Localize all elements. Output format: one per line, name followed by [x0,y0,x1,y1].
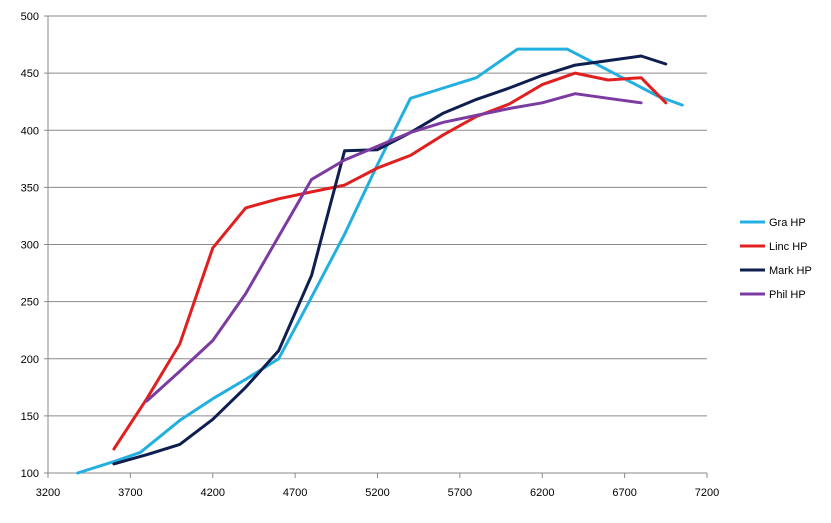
y-tick-label: 250 [21,297,39,309]
y-tick-label: 300 [21,240,39,252]
legend-label: Gra HP [769,217,806,229]
legend-item: Linc HP [740,241,808,253]
x-tick-label: 7200 [695,487,719,499]
legend-item: Gra HP [740,217,806,229]
y-tick-label: 350 [21,182,39,194]
series-phil-hp [147,94,641,401]
series-mark-hp [114,56,666,464]
x-tick-label: 5700 [448,487,472,499]
y-tick-label: 200 [21,354,39,366]
y-tick-label: 100 [21,468,39,480]
series-line-mark-hp [114,56,666,464]
legend-item: Mark HP [740,265,812,277]
axes: 100 150 200 250 300 350 400 450 500 3200 3700 4200 4… [21,11,720,499]
x-tick-label: 5200 [365,487,389,499]
series-lines [78,49,683,473]
series-gra-hp [78,49,683,473]
series-linc-hp [114,73,666,449]
legend-label: Mark HP [769,265,812,277]
x-tick-label: 6200 [530,487,554,499]
y-tick-label: 450 [21,68,39,80]
series-line-gra-hp [78,49,683,473]
gridlines [48,16,707,473]
y-tick-label: 400 [21,125,39,137]
y-tick-label: 500 [21,11,39,23]
x-tick-label: 3700 [118,487,142,499]
legend-label: Linc HP [769,241,808,253]
series-line-linc-hp [114,73,666,449]
x-tick-label: 3200 [36,487,60,499]
legend-label: Phil HP [769,289,806,301]
y-tick-label: 150 [21,411,39,423]
x-tick-label: 4200 [201,487,225,499]
legend: Gra HP Linc HP Mark HP Phil HP [740,217,812,301]
x-tick-label: 4700 [283,487,307,499]
series-line-phil-hp [147,94,641,401]
x-tick-label: 6700 [612,487,636,499]
legend-item: Phil HP [740,289,806,301]
